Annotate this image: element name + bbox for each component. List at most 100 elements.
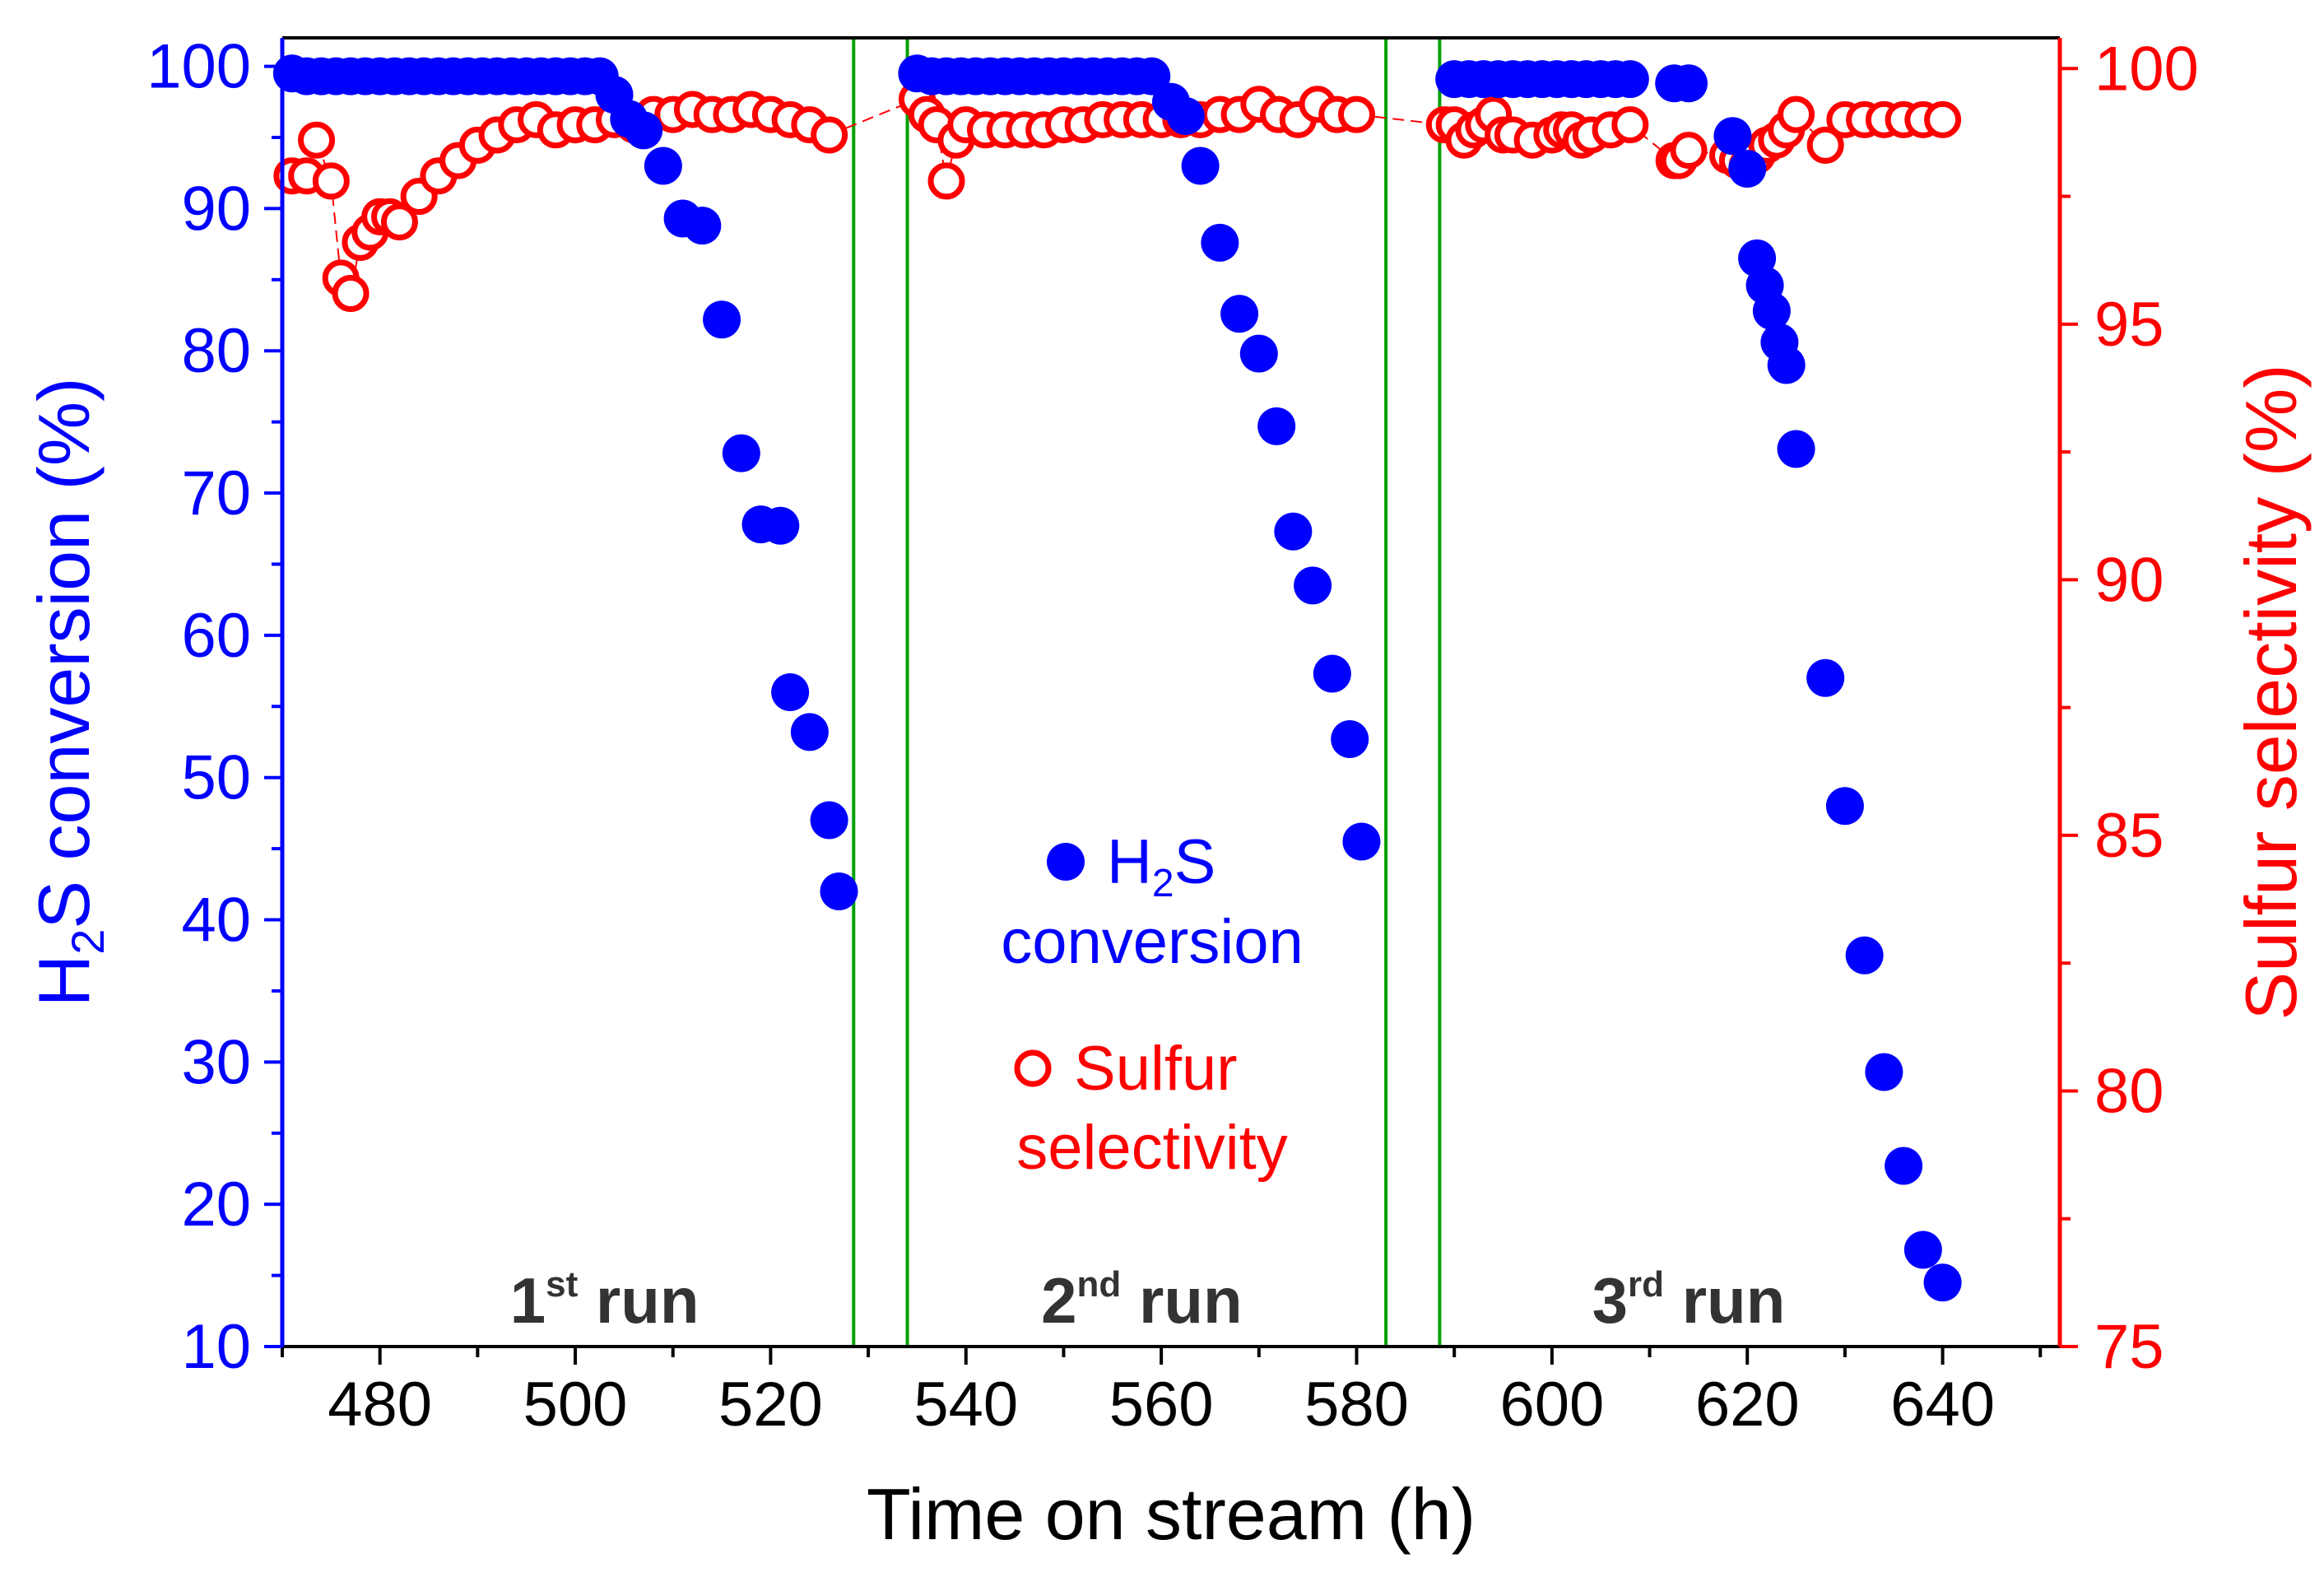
run-ordinal-suffix: rd [1628, 1264, 1664, 1305]
conversion-point-64 [1331, 720, 1369, 759]
conversion-point-55 [1166, 97, 1205, 136]
selectivity-point-93 [1924, 100, 1962, 138]
conversion-point-93 [1885, 1147, 1923, 1185]
selectivity-series [273, 81, 1962, 313]
selectivity-point-6 [332, 275, 370, 313]
run-word: run [1664, 1264, 1785, 1337]
selectivity-point-87 [1806, 126, 1844, 164]
conversion-point-57 [1201, 223, 1239, 262]
y-right-tick-label: 80 [2094, 1056, 2164, 1126]
legend-selectivity-marker [1014, 1049, 1052, 1087]
conversion-point-78 [1611, 60, 1649, 99]
selectivity-point-4 [312, 162, 350, 200]
conversion-point-61 [1274, 512, 1313, 551]
conversion-point-26 [644, 147, 682, 185]
conversion-point-89 [1806, 658, 1845, 697]
x-axis-title: Time on stream (h) [867, 1473, 1476, 1555]
selectivity-point-3 [298, 121, 336, 159]
conversion-point-81 [1713, 117, 1752, 156]
legend-subscript: 2 [1152, 862, 1174, 905]
y-left-tick-label: 40 [181, 886, 251, 956]
axes: 480 500 520 540 560 580 600 620 640 10 20 30 40 50 60 7… [146, 32, 2199, 1440]
x-tick-label: 560 [1109, 1370, 1214, 1440]
conversion-point-33 [771, 673, 810, 711]
selectivity-point-37 [927, 162, 965, 200]
conversion-point-36 [820, 872, 858, 910]
run-label-2: 2nd run [1041, 1264, 1242, 1337]
y-right-tick-label: 85 [2094, 801, 2164, 871]
run-number: 1 [510, 1264, 546, 1337]
y-left-tick-label: 80 [181, 316, 251, 386]
conversion-point-63 [1313, 654, 1351, 693]
y-left-tick-label: 20 [181, 1170, 251, 1240]
y-left-title-subscript: 2 [62, 929, 114, 955]
x-tick-label: 520 [718, 1370, 823, 1440]
x-tick-label: 600 [1499, 1370, 1604, 1440]
conversion-point-95 [1923, 1263, 1962, 1302]
axis-titles: Time on stream (h) H2S conversion (%) Sulf… [23, 364, 2312, 1555]
conversion-point-90 [1825, 787, 1864, 826]
x-tick-label: 480 [328, 1370, 432, 1440]
legend-selectivity-label-line2: selectivity [1016, 1113, 1287, 1183]
run-number: 3 [1592, 1264, 1628, 1337]
legend-conversion-label-line1: H2S [1107, 827, 1215, 905]
run-label-1: 1st run [510, 1264, 700, 1337]
conversion-point-29 [703, 300, 741, 339]
x-tick-label: 640 [1890, 1370, 1995, 1440]
conversion-point-28 [683, 207, 722, 245]
x-tick-label: 540 [913, 1370, 1018, 1440]
conversion-point-85 [1752, 291, 1791, 330]
conversion-point-30 [722, 434, 760, 472]
conversion-point-35 [810, 801, 848, 840]
y-right-tick-label: 100 [2094, 34, 2199, 104]
run-ordinal-suffix: st [546, 1264, 578, 1305]
y-axis-left-title: H2S conversion (%) [23, 378, 114, 1007]
conversion-point-32 [761, 506, 800, 545]
conversion-point-80 [1670, 64, 1708, 103]
y-axis-right-title: Sulfur selectivity (%) [2230, 364, 2312, 1020]
run-ordinal-suffix: nd [1077, 1264, 1122, 1305]
conversion-point-56 [1181, 147, 1220, 185]
selectivity-point-11 [380, 203, 418, 241]
conversion-point-91 [1845, 936, 1884, 975]
conversion-point-88 [1777, 430, 1815, 468]
conversion-point-59 [1239, 334, 1278, 373]
x-tick-label: 620 [1695, 1370, 1800, 1440]
selectivity-point-86 [1778, 95, 1815, 133]
y-left-tick-label: 10 [181, 1312, 251, 1382]
conversion-point-25 [625, 111, 663, 150]
y-right-tick-label: 95 [2094, 290, 2164, 360]
y-left-tick-label: 30 [181, 1027, 251, 1097]
y-left-title-h: H [23, 955, 105, 1007]
conversion-point-53 [1132, 57, 1171, 95]
conversion-series [272, 54, 1962, 1302]
conversion-point-65 [1342, 822, 1381, 861]
conversion-point-87 [1767, 346, 1806, 384]
legend-conversion-label-line2: conversion [1001, 907, 1304, 977]
run-label-3: 3rd run [1592, 1264, 1786, 1337]
x-tick-label: 580 [1304, 1370, 1409, 1440]
conversion-point-82 [1728, 150, 1767, 188]
conversion-point-94 [1903, 1230, 1942, 1269]
selectivity-point-78 [1670, 132, 1708, 170]
conversion-point-60 [1257, 407, 1296, 445]
legend-h: H [1107, 827, 1152, 897]
conversion-point-92 [1865, 1053, 1903, 1091]
y-left-tick-label: 60 [181, 601, 251, 671]
y-left-tick-label: 90 [181, 174, 251, 244]
conversion-point-34 [790, 713, 829, 751]
y-right-tick-label: 90 [2094, 545, 2164, 615]
conversion-point-58 [1220, 295, 1259, 333]
legend-selectivity-label-line1: Sulfur [1074, 1034, 1238, 1104]
y-left-tick-label: 100 [146, 32, 251, 102]
run-labels: 1st run 2nd run 3rd run [510, 1264, 1786, 1337]
run-word: run [1121, 1264, 1242, 1337]
run-dividers [852, 38, 1442, 1347]
legend-conversion-marker [1047, 843, 1085, 881]
run-number: 2 [1041, 1264, 1076, 1337]
selectivity-point-33 [811, 116, 848, 154]
y-left-tick-label: 50 [181, 743, 251, 813]
selectivity-point-75 [1611, 106, 1649, 144]
